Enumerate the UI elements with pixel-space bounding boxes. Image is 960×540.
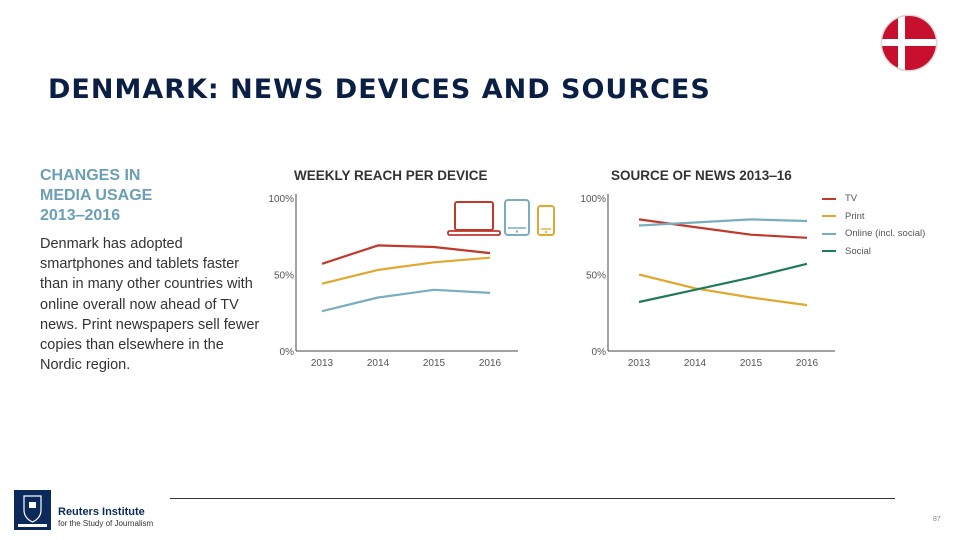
laptop-icon	[447, 201, 501, 236]
sidebar-heading-line: MEDIA USAGE	[40, 187, 153, 204]
org-subtitle: for the Study of Journalism	[58, 519, 154, 528]
y-tick-label: 100%	[580, 194, 606, 205]
y-tick-label: 0%	[592, 347, 607, 358]
x-tick-label: 2015	[740, 358, 763, 369]
chart2-title: SOURCE OF NEWS 2013‒16	[611, 168, 792, 183]
series-line-print	[638, 273, 808, 307]
page-title: DENMARK: NEWS DEVICES AND SOURCES	[48, 74, 711, 105]
oxford-crest-icon	[14, 490, 51, 530]
series-line-tablet-icon	[321, 288, 491, 313]
org-name: Reuters Institute	[58, 506, 145, 518]
sidebar-body-text: Denmark has adopted smartphones and tabl…	[40, 236, 260, 374]
denmark-flag-icon	[880, 14, 938, 72]
x-tick-label: 2013	[311, 358, 334, 369]
legend-swatch	[822, 250, 836, 253]
x-tick-label: 2014	[684, 358, 707, 369]
legend-swatch	[822, 215, 836, 218]
y-tick-label: 50%	[274, 271, 294, 282]
y-tick-label: 0%	[280, 347, 295, 358]
sidebar-heading-line: 2013‒2016	[40, 207, 121, 224]
news-source-chart: 0% 50% 100% 2013 2014 2015 2016	[580, 194, 835, 369]
series-line-social	[638, 262, 808, 304]
legend-item: Social	[822, 243, 925, 261]
y-tick-label: 50%	[586, 271, 606, 282]
x-tick-label: 2015	[423, 358, 446, 369]
legend-swatch	[822, 232, 836, 235]
smartphone-icon	[537, 205, 555, 236]
series-line-tv	[638, 218, 808, 239]
device-reach-chart: 0% 50% 100% 2013 2014 2015 2016	[268, 194, 555, 369]
x-tick-label: 2016	[479, 358, 502, 369]
legend-label: Online (incl. social)	[845, 228, 926, 240]
x-tick-label: 2014	[367, 358, 390, 369]
footer-divider	[170, 498, 895, 499]
series-line-online-incl-social-	[638, 218, 808, 227]
x-tick-label: 2013	[628, 358, 651, 369]
y-tick-label: 100%	[268, 194, 294, 205]
x-tick-label: 2016	[796, 358, 819, 369]
legend-label: TV	[845, 193, 858, 205]
chart2-legend: TV Print Online (incl. social) Social	[822, 190, 925, 260]
legend-label: Social	[845, 245, 871, 257]
series-line-smartphone-icon	[321, 256, 491, 285]
legend-swatch	[822, 197, 836, 200]
sidebar-heading: CHANGES IN MEDIA USAGE 2013‒2016	[40, 166, 240, 226]
legend-item: Online (incl. social)	[822, 225, 925, 243]
legend-label: Print	[845, 210, 865, 222]
series-line-laptop-icon	[321, 244, 491, 265]
legend-item: TV	[822, 190, 925, 208]
legend-item: Print	[822, 208, 925, 226]
chart1-title: WEEKLY REACH PER DEVICE	[294, 168, 488, 183]
tablet-icon	[504, 199, 530, 236]
page-number: 87	[933, 516, 941, 523]
sidebar-heading-line: CHANGES IN	[40, 167, 141, 184]
